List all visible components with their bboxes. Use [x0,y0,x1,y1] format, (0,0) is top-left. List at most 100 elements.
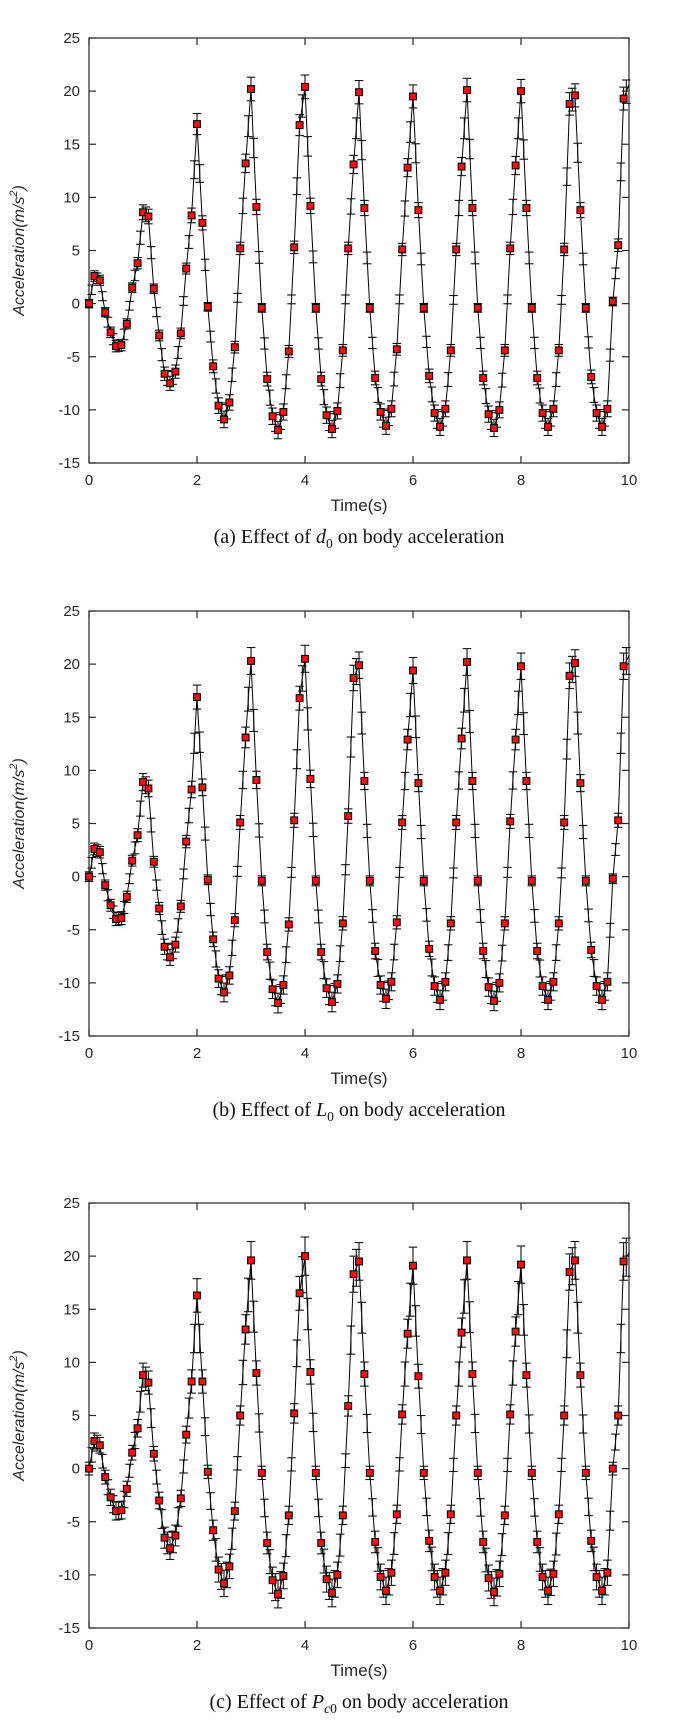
caption-c-symbol: P [311,1691,325,1713]
x-tick-label: 6 [409,1045,417,1062]
marker-square [360,777,369,785]
marker-square [182,264,191,273]
caption-a-symbol: d [315,526,326,548]
y-tick-label: 15 [63,709,80,726]
marker-square [203,302,212,311]
marker-square [85,299,93,308]
marker-square [236,818,245,827]
marker-square [495,405,504,414]
marker-square [328,425,336,433]
y-tick-label: 15 [63,1301,80,1318]
marker-square [587,1536,596,1545]
y-tick-label: 0 [72,296,80,313]
marker-square [241,733,250,742]
marker-square [506,244,515,253]
y-axis-label: Acceleration(m/s2) [8,1350,28,1482]
caption-b-prefix: (b) Effect of [212,1099,316,1121]
marker-square [247,1256,255,1265]
marker-square [598,1586,606,1595]
figure-panel: 0 2 4 6 8 10 -15 -10 -5 0 5 10 15 20 25 Time(s) Accelera… [0,8,700,1728]
marker-square [290,816,299,825]
data-point-markers [85,82,628,435]
marker-square [122,892,131,901]
marker-square [290,243,299,252]
marker-square [522,204,531,212]
marker-square [101,1473,110,1482]
marker-square [490,423,498,432]
tick-marks [88,610,630,1037]
marker-square [446,919,455,928]
figure-c: 0 2 4 6 8 10 -15 -10 -5 0 5 10 15 20 25 Time(s) Accelera… [0,1173,700,1717]
marker-square [479,1537,488,1546]
marker-square [398,245,407,254]
marker-square [436,422,444,431]
x-tick-label: 8 [517,1637,525,1654]
marker-square [274,1590,282,1598]
marker-square [193,1291,201,1300]
y-tick-label: 5 [72,816,80,833]
data-point-markers [85,654,628,1008]
y-tick-label: 5 [72,243,80,260]
tick-labels: 0 2 4 6 8 10 -15 -10 -5 0 5 10 15 20 25 [58,1195,637,1654]
marker-square [603,404,612,413]
marker-square [209,935,218,944]
marker-square [511,161,520,170]
marker-square [176,329,185,338]
marker-square [290,1409,299,1418]
marker-square [614,816,623,825]
marker-square [284,1511,293,1520]
marker-square [155,1496,164,1505]
marker-square [598,995,606,1004]
marker-square [139,778,147,787]
marker-square [544,422,552,431]
marker-square [144,784,153,793]
marker-square [160,369,169,378]
marker-square [587,372,596,381]
marker-square [220,415,228,424]
marker-square [149,284,158,293]
marker-square [490,1587,498,1596]
marker-square [128,283,137,292]
chart-a: 0 2 4 6 8 10 -15 -10 -5 0 5 10 15 20 25 Time(s) Accelera… [0,8,700,520]
marker-square [133,831,142,840]
marker-square [414,779,423,788]
marker-square [198,783,207,792]
marker-square [603,1568,612,1577]
marker-square [230,343,239,352]
marker-square [365,303,374,312]
marker-square [117,341,126,350]
marker-square [128,856,137,865]
marker-square [355,661,363,670]
marker-square [473,876,482,885]
figure-a: 0 2 4 6 8 10 -15 -10 -5 0 5 10 15 20 25 Time(s) Accelera… [0,8,700,552]
marker-square [209,1526,218,1535]
x-tick-label: 4 [301,1637,309,1654]
marker-square [608,874,617,883]
marker-square [500,1511,509,1520]
marker-square [182,837,191,846]
marker-square [517,1260,525,1269]
marker-square [171,940,180,949]
marker-square [317,948,326,957]
caption-b-suffix: on body acceleration [333,1099,506,1121]
marker-square [225,398,234,407]
marker-square [155,904,164,913]
marker-square [527,303,536,312]
marker-square [306,201,315,210]
marker-square [203,1467,212,1476]
marker-square [220,1579,228,1588]
marker-square [101,308,110,317]
marker-square [301,654,309,663]
marker-square [128,1448,137,1457]
marker-square [106,1493,115,1502]
marker-square [257,876,266,885]
x-axis-label: Time(s) [331,1069,388,1088]
marker-square [155,331,164,340]
marker-square [187,785,196,794]
marker-square [176,902,185,911]
marker-square [241,1325,250,1334]
marker-square [473,303,482,312]
x-tick-label: 10 [621,1637,638,1654]
marker-square [268,985,277,994]
marker-square [614,1411,623,1420]
